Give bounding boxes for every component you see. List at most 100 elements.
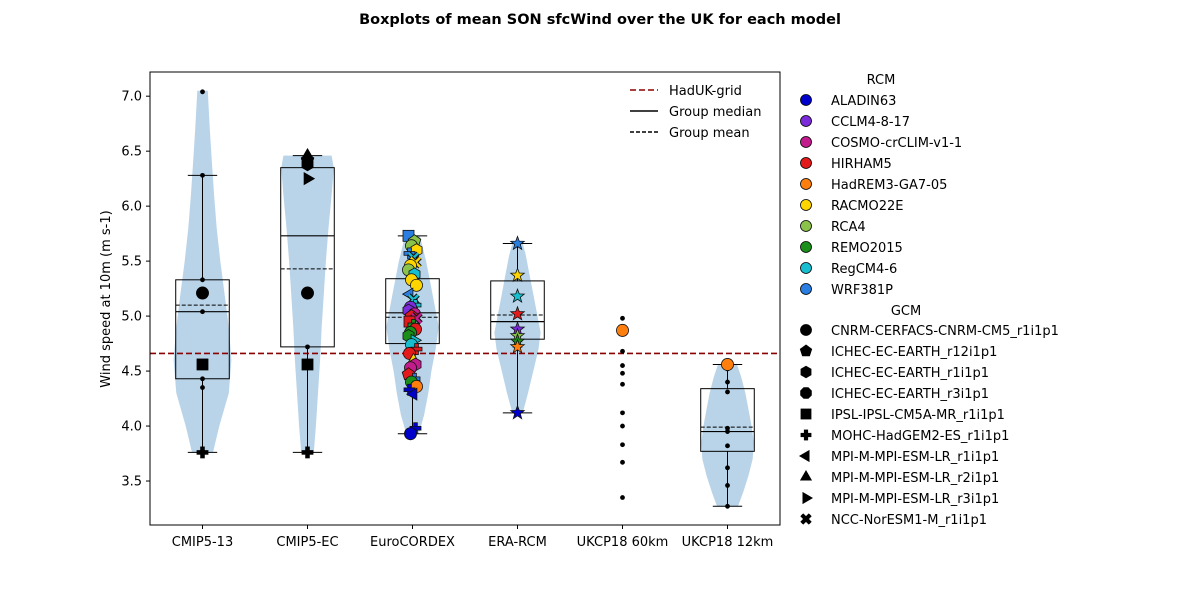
small-point-5-8 [725,503,730,509]
gcm-label-0: CNRM-CERFACS-CNRM-CM5_r1i1p1 [831,324,1059,339]
y-tick-label-0: 3.5 [121,475,142,490]
gcm-swatch-9 [800,513,812,525]
gcm-label-5: MOHC-HadGEM2-ES_r1i1p1 [831,429,1009,444]
rcm-label-5: RACMO22E [831,199,903,214]
x-tick-label-3: ERA-RCM [488,535,547,550]
model-marker-1-6 [301,446,314,459]
small-point-5-1 [725,379,730,385]
box-5 [700,388,755,452]
plot-area: 3.5 4.0 4.5 5.0 5.5 6.0 6.5 7.0 CMIP5-13 CMIP5-EC… [121,71,781,550]
model-marker-0-1 [196,358,209,371]
gcm-label-4: IPSL-IPSL-CM5A-MR_r1i1p1 [831,408,1005,423]
gcm-label-7: MPI-M-MPI-ESM-LR_r2i1p1 [831,471,999,486]
model-marker-3-1 [509,267,526,283]
small-point-5-2 [725,389,730,395]
model-marker-3-0 [509,235,526,251]
rcm-label-9: WRF381P [831,283,893,298]
rcm-swatch-8 [800,262,812,274]
x-tick-label-2: EuroCORDEX [370,535,455,550]
rcm-swatch-6 [800,220,812,232]
small-point-5-6 [725,465,730,471]
gcm-swatch-5 [800,429,812,441]
y-tick-label-6: 6.5 [121,145,142,160]
gcm-swatch-1 [799,344,813,357]
rcm-swatch-3 [800,157,812,169]
gcm-label-2: ICHEC-EC-EARTH_r1i1p1 [831,366,989,381]
small-point-0-5 [200,385,205,390]
model-marker-2-11 [410,278,423,292]
model-marker-4-0 [616,323,629,337]
gcm-swatch-4 [800,408,812,420]
small-point-4-2 [620,363,625,368]
gcm-label-1: ICHEC-EC-EARTH_r12i1p1 [831,345,997,360]
small-point-0-2 [200,277,205,283]
small-point-4-5 [620,410,625,416]
rcm-legend-title: RCM [867,73,896,88]
plot-frame [149,71,781,526]
gcm-swatch-6 [799,449,810,463]
model-marker-2-37 [405,387,418,401]
gcm-swatch-8 [802,491,813,505]
model-marker-1-5 [301,358,314,371]
small-point-0-1 [200,172,205,178]
rcm-label-0: ALADIN63 [831,94,896,109]
gcm-swatch-3 [800,387,812,399]
small-point-4-9 [620,495,625,500]
small-point-5-3 [725,425,730,431]
gcm-label-9: NCC-NorESM1-M_r1i1p1 [831,513,987,528]
rcm-label-4: HadREM3-GA7-05 [831,178,947,193]
y-tick-label-5: 6.0 [121,200,142,215]
small-point-4-8 [620,459,625,465]
small-point-0-0 [200,89,205,95]
y-tick-label-7: 7.0 [121,90,142,105]
model-marker-3-7 [509,338,526,354]
rcm-label-3: HIRHAM5 [831,157,892,172]
small-point-5-4 [725,429,730,434]
rcm-label-2: COSMO-crCLIM-v1-1 [831,136,962,151]
x-tick-label-4: UKCP18 60km [577,535,669,550]
model-marker-3-3 [509,305,526,321]
rcm-swatch-5 [800,199,812,211]
rcm-swatch-0 [800,94,812,106]
line-legend: HadUK-grid Group median Group mean [630,84,761,141]
chart-title: Boxplots of mean SON sfcWind over the UK… [359,12,841,28]
line-legend-label-0: HadUK-grid [669,84,742,99]
small-point-4-7 [620,442,625,448]
y-tick-label-1: 4.0 [121,420,142,435]
model-marker-1-2 [301,157,314,172]
gcm-swatch-7 [799,470,813,481]
y-tick-label-2: 4.5 [121,365,142,380]
gcm-swatch-0 [800,324,812,336]
y-axis-label: Wind speed at 10m (m s-1) [99,210,114,387]
rcm-label-8: RegCM4-6 [831,262,897,277]
small-point-4-3 [620,370,625,376]
rcm-label-6: RCA4 [831,220,866,235]
small-point-0-4 [200,376,205,382]
gcm-swatch-2 [800,365,812,379]
rcm-label-7: REMO2015 [831,241,903,256]
model-marker-0-0 [196,286,209,300]
model-marker-1-4 [301,286,314,300]
gcm-label-3: ICHEC-EC-EARTH_r3i1p1 [831,387,989,402]
small-point-4-6 [620,423,625,429]
violin-1 [281,155,334,453]
small-point-0-3 [200,309,205,315]
model-marker-5-0 [721,358,734,371]
rcm-label-1: CCLM4-8-17 [831,115,910,130]
rcm-swatch-7 [800,241,812,253]
small-point-4-0 [620,315,625,321]
line-legend-label-1: Group median [669,105,761,120]
line-legend-label-2: Group mean [669,126,750,141]
rcm-swatch-2 [800,136,812,148]
violin-5 [701,364,754,507]
y-tick-label-3: 5.0 [121,310,142,325]
small-point-4-4 [620,381,625,387]
model-marker-2-39 [404,427,417,441]
x-tick-label-1: CMIP5-EC [276,535,338,550]
model-marker-0-2 [196,446,209,459]
x-tick-label-0: CMIP5-13 [172,535,233,550]
x-tick-label-5: UKCP18 12km [682,535,774,550]
rcm-swatch-4 [800,178,812,190]
gcm-label-6: MPI-M-MPI-ESM-LR_r1i1p1 [831,450,999,465]
